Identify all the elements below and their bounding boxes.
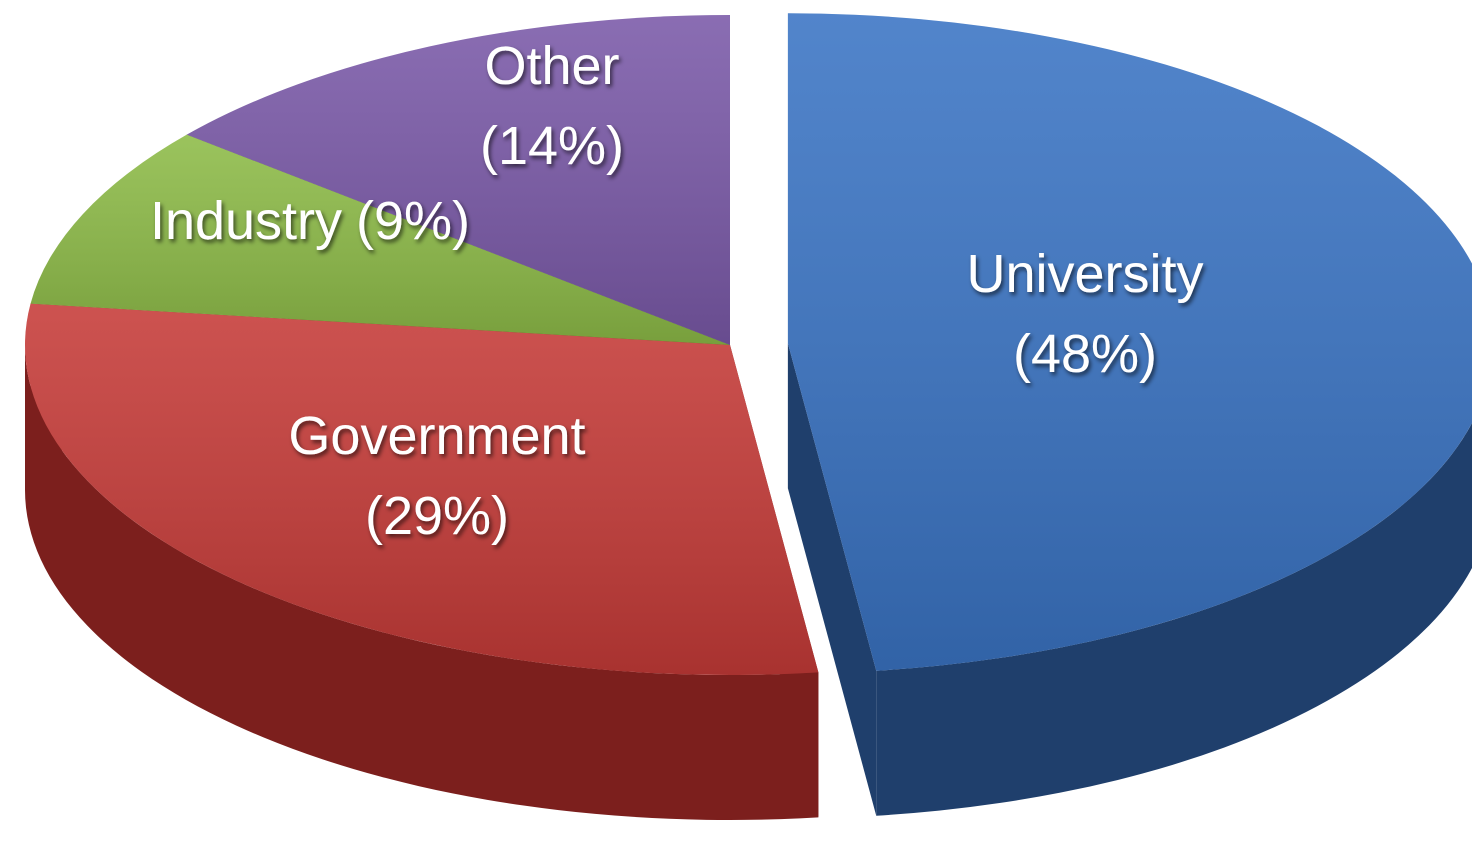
data-label: Government (29%) xyxy=(288,406,585,546)
slice-shading xyxy=(24,303,819,675)
category-label: University xyxy=(966,244,1203,304)
data-label: University (48%) xyxy=(966,244,1203,384)
value-label: (9%) xyxy=(356,191,470,251)
value-label: (48%) xyxy=(1013,324,1157,384)
value-label: (29%) xyxy=(365,486,509,546)
category-label: Industry xyxy=(150,191,342,251)
data-label: Other (14%) xyxy=(480,36,624,176)
value-label: (14%) xyxy=(480,116,624,176)
data-label: Industry (9%) xyxy=(150,191,470,251)
tops xyxy=(24,13,1472,675)
slice-radial-wall xyxy=(787,343,877,816)
category-label: Government xyxy=(288,406,585,466)
category-label: Other xyxy=(484,36,619,96)
slice-side xyxy=(876,422,1472,816)
labels: University (48%) Government (29%) Industry (9… xyxy=(150,36,1204,546)
slice-shading xyxy=(787,13,1472,671)
slice-side xyxy=(25,345,819,820)
slice-shading xyxy=(186,15,731,345)
slice-shading xyxy=(30,134,730,345)
